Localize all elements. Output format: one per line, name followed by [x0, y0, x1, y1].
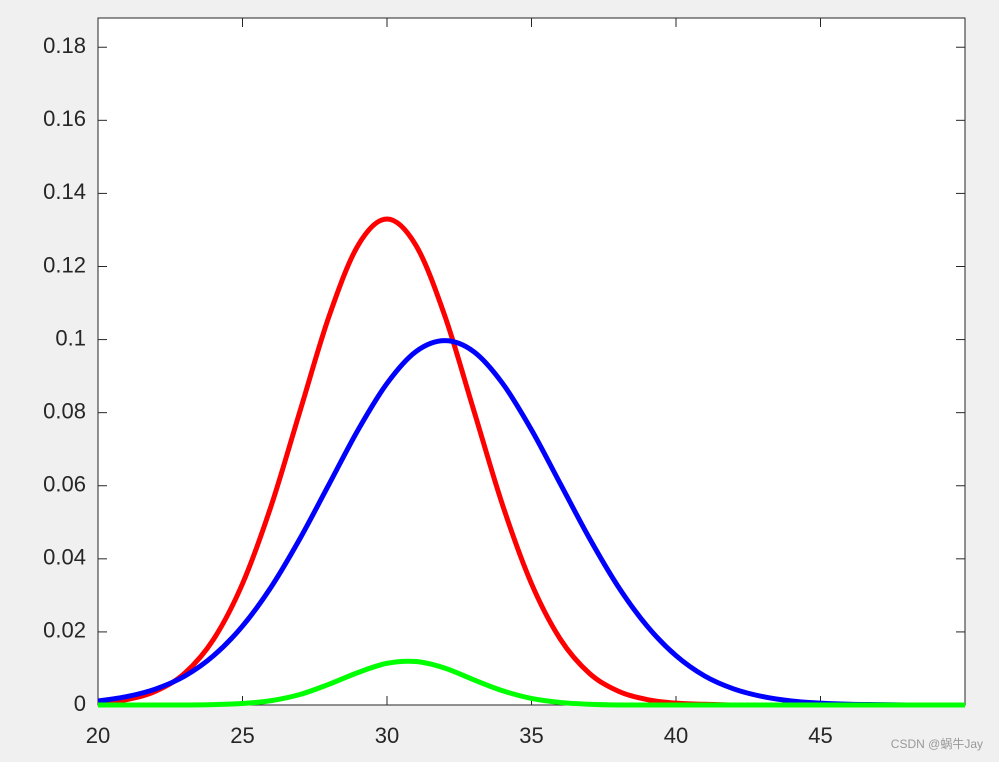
x-tick-label: 25: [230, 723, 254, 748]
x-tick-label: 35: [519, 723, 543, 748]
y-tick-label: 0.08: [43, 398, 86, 423]
y-tick-label: 0.06: [43, 472, 86, 497]
y-tick-label: 0.1: [55, 325, 86, 350]
x-tick-label: 30: [375, 723, 399, 748]
x-tick-label: 45: [808, 723, 832, 748]
y-tick-label: 0.12: [43, 252, 86, 277]
y-tick-label: 0.16: [43, 106, 86, 131]
y-tick-label: 0.04: [43, 545, 86, 570]
line-series: [98, 658, 965, 708]
watermark: CSDN @蜗牛Jay: [891, 736, 983, 751]
y-tick-label: 0: [74, 691, 86, 716]
x-tick-label: 40: [664, 723, 688, 748]
plot-area: [97, 17, 966, 706]
y-tick-label: 0.14: [43, 179, 86, 204]
y-tick-label: 0.02: [43, 618, 86, 643]
x-tick-label: 20: [86, 723, 110, 748]
y-tick-label: 0.18: [43, 33, 86, 58]
